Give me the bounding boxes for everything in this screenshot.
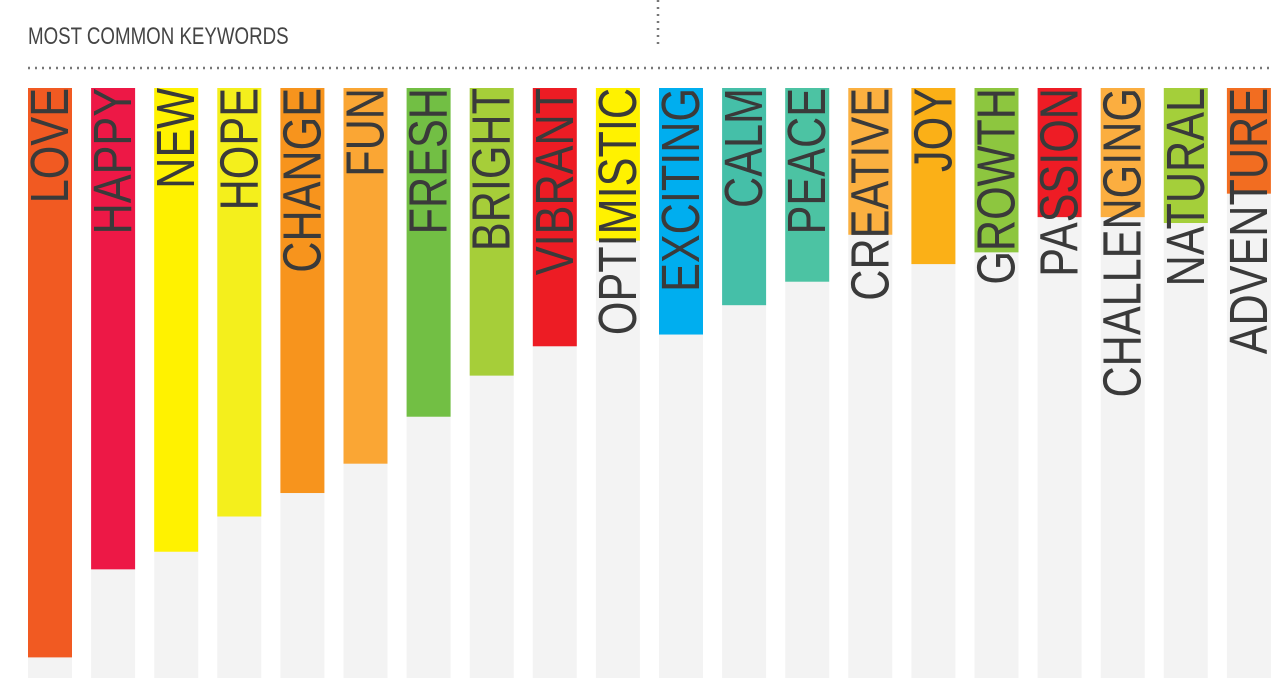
bar [91,88,136,570]
bar [1037,88,1082,218]
bar [280,88,325,494]
bar [1100,88,1145,218]
bar-label: JOY [904,88,964,172]
bar-label: FRESH [399,88,459,234]
bar [595,88,640,241]
bar-label: CHALLENGING [1093,88,1153,398]
bar [659,88,703,335]
bar-label: VIBRANT [525,88,585,275]
bar-label: HAPPY [84,88,144,234]
bar [217,88,262,517]
bar-label: CREATIVE [841,88,901,301]
bar-label: PASSION [1030,88,1090,277]
chart-title: MOST COMMON KEYWORDS [28,23,289,50]
bar-label: PEACE [778,88,838,234]
bar [469,88,514,376]
bar-label: OPTIMISTIC [588,88,648,335]
bar-label: EXCITING [652,88,712,292]
bar [722,88,767,306]
bar [974,88,1019,253]
bar-label: ADVENTURE [1219,88,1279,354]
bar-label: BRIGHT [462,88,522,251]
bar [1163,88,1208,224]
bar [1226,88,1271,194]
bar [848,88,893,235]
bar [406,88,451,417]
bar [343,88,388,464]
bar-label: NEW [147,88,207,189]
bar-label: LOVE [21,88,81,203]
bar-label: GROWTH [967,88,1027,285]
bar-label: CALM [715,88,775,208]
bar [532,88,577,347]
bar-label: NATURAL [1156,88,1216,286]
bar-label: HOPE [210,88,270,210]
bar [28,88,72,658]
bar-label: FUN [336,88,396,177]
bar [785,88,830,282]
bar [154,88,199,552]
bar-label: CHANGE [273,88,333,273]
bar [911,88,956,265]
